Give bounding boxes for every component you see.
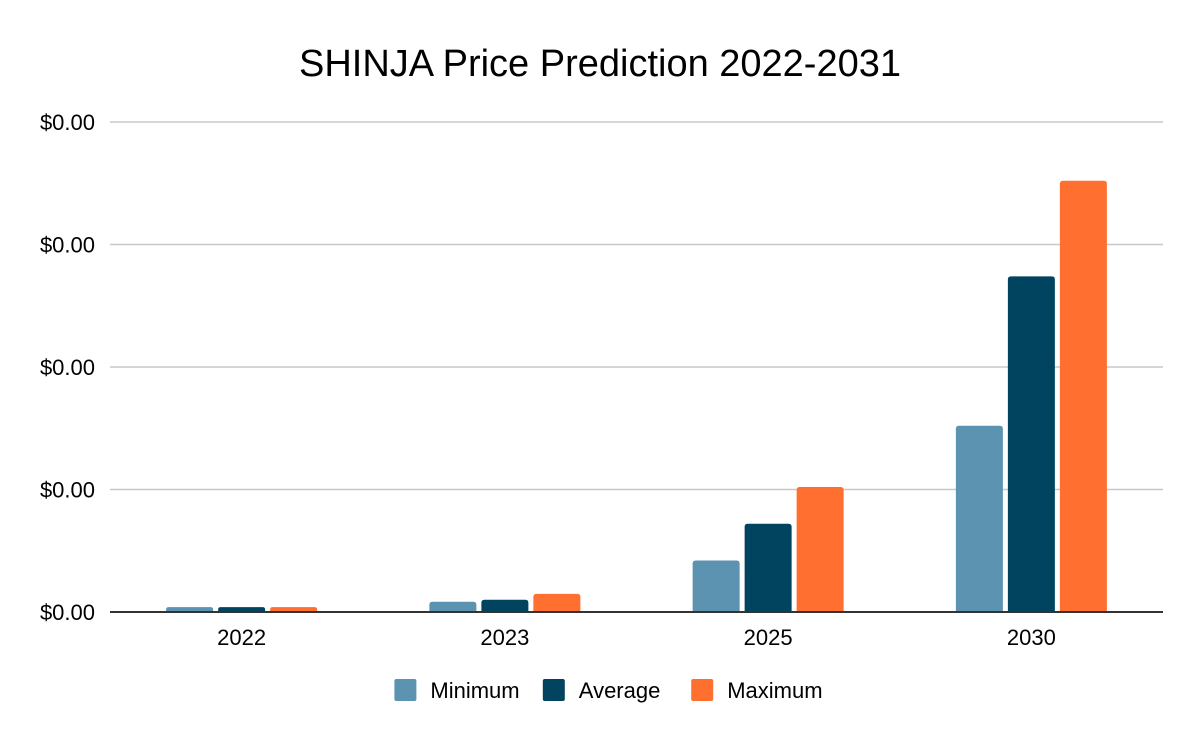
bar-maximum-2030	[1059, 180, 1107, 613]
legend-label-maximum: Maximum	[727, 678, 822, 703]
bar-maximum-2025	[796, 487, 844, 612]
bar-average-2023	[481, 599, 529, 612]
x-tick-label: 2022	[217, 625, 266, 650]
legend-swatch-average	[542, 679, 565, 701]
y-axis-ticks: $0.00 $0.00 $0.00 $0.00 $0.00	[40, 110, 95, 625]
y-tick-label: $0.00	[40, 600, 95, 625]
bar-average-2025	[744, 523, 792, 612]
bar-maximum-2022	[270, 607, 318, 612]
y-tick-label: $0.00	[40, 110, 95, 135]
y-tick-label: $0.00	[40, 355, 95, 380]
legend-label-minimum: Minimum	[430, 678, 519, 703]
bar-minimum-2023	[429, 601, 477, 612]
x-tick-label: 2025	[744, 625, 793, 650]
bar-minimum-2025	[692, 560, 740, 612]
x-axis-ticks: 2022 2023 2025 2030	[217, 625, 1056, 650]
legend: Minimum Average Maximum	[394, 678, 823, 703]
chart-title: SHINJA Price Prediction 2022-2031	[299, 43, 901, 85]
legend-swatch-minimum	[394, 679, 417, 701]
bars	[166, 180, 1107, 613]
grid-lines	[110, 121, 1163, 491]
legend-label-average: Average	[579, 678, 661, 703]
bar-maximum-2023	[533, 593, 581, 612]
y-tick-label: $0.00	[40, 233, 95, 258]
legend-swatch-maximum	[691, 679, 714, 701]
x-tick-label: 2030	[1007, 625, 1056, 650]
x-tick-label: 2023	[480, 625, 529, 650]
bar-minimum-2030	[955, 425, 1003, 612]
bar-average-2022	[218, 607, 266, 612]
bar-average-2030	[1007, 276, 1055, 612]
y-tick-label: $0.00	[40, 478, 95, 503]
bar-minimum-2022	[166, 607, 214, 612]
